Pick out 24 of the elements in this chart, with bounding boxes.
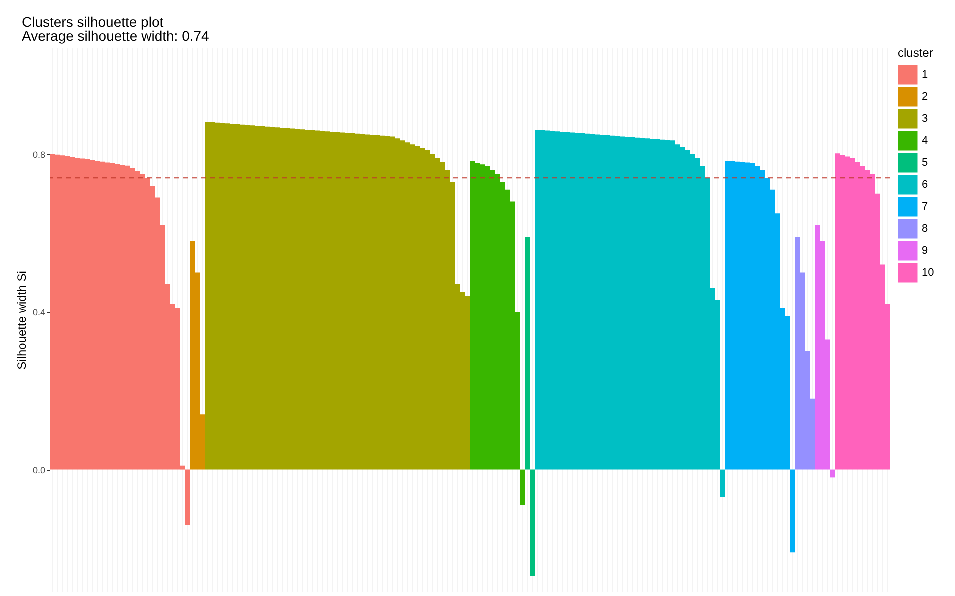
legend-label: 1: [922, 69, 928, 81]
legend-label: 9: [922, 245, 928, 257]
bar: [185, 470, 190, 525]
y-axis-title: Silhouette width Si: [14, 271, 29, 370]
chart-subtitle: Average silhouette width: 0.74: [22, 28, 210, 44]
y-tick-label: 0.8: [32, 150, 46, 160]
bar: [530, 470, 535, 576]
chart-title: Clusters silhouette plot: [22, 14, 164, 30]
y-tick-label: 0.0: [32, 465, 46, 476]
legend-label: 8: [922, 223, 928, 235]
legend-label: 3: [922, 113, 928, 125]
legend-label: 2: [922, 91, 928, 103]
legend-label: 4: [922, 135, 928, 147]
legend-label: 7: [922, 201, 928, 213]
bar: [790, 470, 795, 553]
legend-title: cluster: [898, 46, 934, 60]
bar: [720, 470, 725, 498]
legend-label: 6: [922, 179, 928, 191]
legend-label: 5: [922, 157, 928, 169]
legend-label: 10: [922, 267, 934, 279]
y-tick-label: 0.4: [32, 308, 46, 318]
bar: [830, 470, 835, 478]
bar: [520, 470, 525, 506]
bar: [525, 237, 530, 470]
